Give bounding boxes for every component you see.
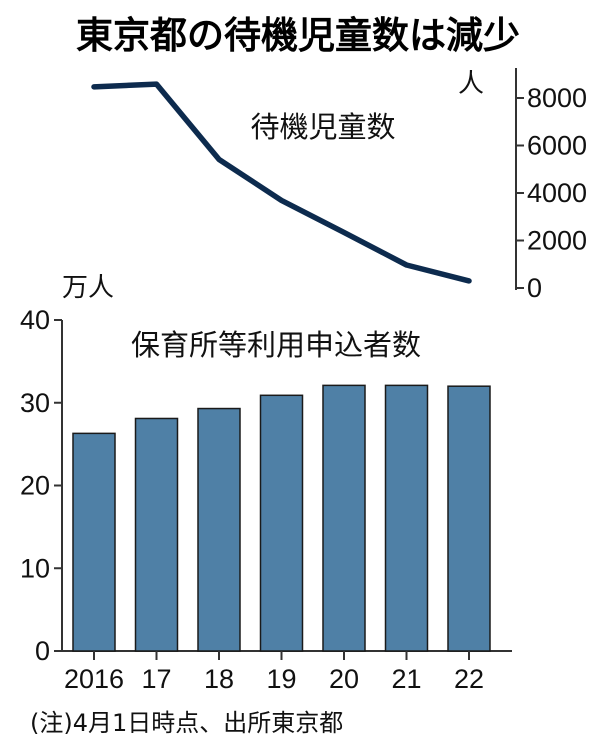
line-y-tick-label: 4000 (527, 178, 587, 208)
x-tick-label: 19 (266, 664, 296, 694)
footnote: (注)4月1日時点、出所東京都 (30, 709, 343, 737)
waiting-children-line (91, 81, 472, 284)
bar-series-label: 保育所等利用申込者数 (131, 328, 421, 362)
chart-title: 東京都の待機児童数は減少 (76, 14, 520, 57)
line-unit-label: 人 (458, 69, 484, 99)
bar-y-tick-label: 40 (20, 305, 50, 335)
bar (384, 384, 429, 652)
bar (197, 407, 241, 652)
bar (447, 385, 491, 652)
bar-panel: 万人 保育所等利用申込者数 0 10 20 30 40 2016 17 18 19 20 21 22 (20, 273, 512, 694)
line-y-tick-label: 6000 (527, 131, 587, 161)
bar-y-tick-label: 10 (20, 553, 50, 583)
bar (72, 432, 116, 652)
bar-y-tick-label: 20 (20, 471, 50, 501)
bar-y-tick-label: 0 (35, 636, 50, 666)
x-tick-label: 18 (204, 664, 234, 694)
bar (322, 384, 366, 652)
x-tick-label: 2016 (64, 664, 124, 694)
bar-unit-label: 万人 (62, 273, 114, 303)
line-panel: 人 待機児童数 0 2000 4000 6000 8000 (91, 68, 587, 303)
bar (259, 394, 304, 652)
x-tick-label: 22 (454, 664, 484, 694)
line-series-label: 待機児童数 (250, 110, 395, 144)
line-y-tick-label: 2000 (527, 226, 587, 256)
line-y-tick-label: 8000 (527, 83, 587, 113)
line-y-tick-label: 0 (527, 273, 542, 303)
x-tick-label: 17 (141, 664, 171, 694)
bar-y-tick-label: 30 (20, 388, 50, 418)
x-tick-label: 21 (391, 664, 421, 694)
x-tick-label: 20 (329, 664, 359, 694)
bar (134, 417, 179, 652)
